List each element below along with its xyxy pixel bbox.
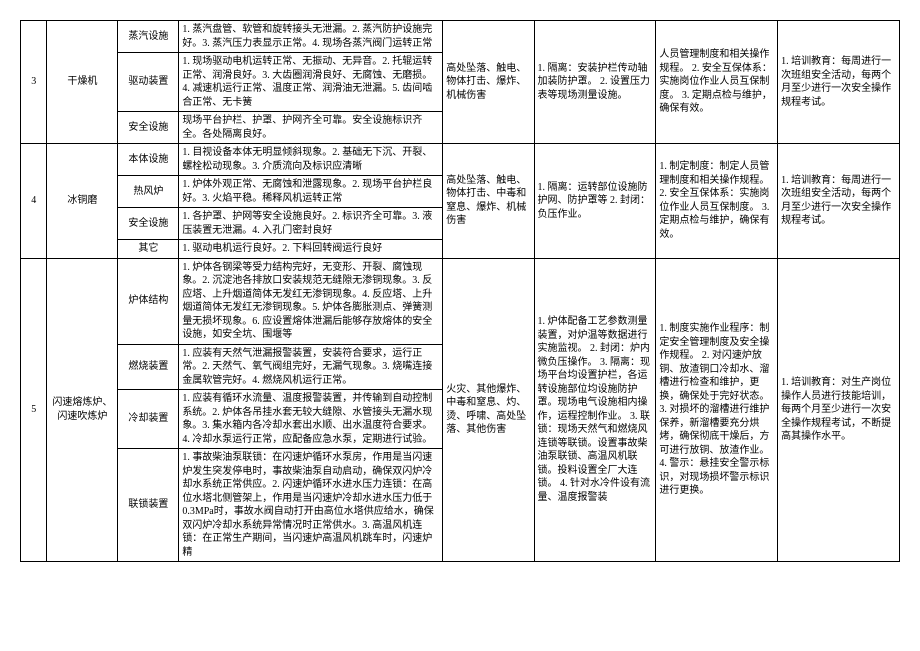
idx-cell: 4 [21, 144, 47, 259]
idx-cell: 5 [21, 258, 47, 562]
sub-cell: 燃烧装置 [118, 344, 179, 390]
measure-cell: 1. 隔离：运转部位设施防护网、防护罩等 2. 封闭：负压作业。 [534, 144, 656, 259]
table-row: 4 冰铜磨 本体设施 1. 目视设备本体无明显倾斜现象。2. 基础无下沉、开裂、… [21, 144, 900, 176]
sub-cell: 联锁装置 [118, 449, 179, 562]
edu-cell: 1. 培训教育：每周进行一次班组安全活动，每两个月至少进行一次安全操作规程考试。 [778, 21, 900, 144]
detail-cell: 1. 应装有天然气泄漏报警装置，安装符合要求，运行正常。2. 天然气、氧气阀组完… [179, 344, 443, 390]
sub-cell: 安全设施 [118, 208, 179, 240]
table-row: 3 干燥机 蒸汽设施 1. 蒸汽盘管、软管和旋转接头无泄漏。2. 蒸汽防护设施完… [21, 21, 900, 53]
equipment-cell: 干燥机 [47, 21, 118, 144]
sub-cell: 冷却装置 [118, 390, 179, 449]
edu-cell: 1. 培训教育：对生产岗位操作人员进行技能培训，每两个月至少进行一次安全操作规程… [778, 258, 900, 562]
detail-cell: 现场平台护栏、护罩、护网齐全可靠。安全设施标识齐全。各处隔离良好。 [179, 112, 443, 144]
hazard-cell: 火灾、其他爆炸、中毒和窒息、灼、烫、呼啸、高处坠落、其他伤害 [443, 258, 534, 562]
equipment-cell: 冰铜磨 [47, 144, 118, 259]
detail-cell: 1. 炉体各钢梁等受力结构完好，无变形、开裂、腐蚀现象。2. 沉淀池各排放口安装… [179, 258, 443, 344]
safety-table: 3 干燥机 蒸汽设施 1. 蒸汽盘管、软管和旋转接头无泄漏。2. 蒸汽防护设施完… [20, 20, 900, 562]
system-cell: 1. 制度实施作业程序：制定安全管理制度及安全操作规程。 2. 对闪速炉放铜、放… [656, 258, 778, 562]
detail-cell: 1. 驱动电机运行良好。2. 下料回转阀运行良好 [179, 240, 443, 259]
equipment-cell: 闪速熔炼炉、闪速吹炼炉 [47, 258, 118, 562]
sub-cell: 驱动装置 [118, 53, 179, 112]
system-cell: 1. 制定制度：制定人员管理制度和相关操作规程。 2. 安全互保体系：实施岗位作… [656, 144, 778, 259]
detail-cell: 1. 应装有循环水流量、温度报警装置，并传输到自动控制系统。2. 炉体各吊挂水套… [179, 390, 443, 449]
detail-cell: 1. 蒸汽盘管、软管和旋转接头无泄漏。2. 蒸汽防护设施完好。3. 蒸汽压力表显… [179, 21, 443, 53]
measure-cell: 1. 隔离：安装护栏传动轴加装防护罩。 2. 设置压力表等现场测量设施。 [534, 21, 656, 144]
table-row: 5 闪速熔炼炉、闪速吹炼炉 炉体结构 1. 炉体各钢梁等受力结构完好，无变形、开… [21, 258, 900, 344]
sub-cell: 蒸汽设施 [118, 21, 179, 53]
detail-cell: 1. 事故柴油泵联锁：在闪速炉循环水泵房，作用是当闪速炉发生突发停电时，事故柴油… [179, 449, 443, 562]
sub-cell: 安全设施 [118, 112, 179, 144]
detail-cell: 1. 目视设备本体无明显倾斜现象。2. 基础无下沉、开裂、螺栓松动现象。3. 介… [179, 144, 443, 176]
system-cell: 人员管理制度和相关操作规程。 2. 安全互保体系：实施岗位作业人员互保制度。 3… [656, 21, 778, 144]
hazard-cell: 高处坠落、触电、物体打击、爆炸、机械伤害 [443, 21, 534, 144]
sub-cell: 其它 [118, 240, 179, 259]
edu-cell: 1. 培训教育：每周进行一次班组安全活动，每两个月至少进行一次安全操作规程考试。 [778, 144, 900, 259]
idx-cell: 3 [21, 21, 47, 144]
detail-cell: 1. 现场驱动电机运转正常、无振动、无异音。2. 托辊运转正常、润滑良好。3. … [179, 53, 443, 112]
hazard-cell: 高处坠落、触电、物体打击、中毒和窒息、爆炸、机械伤害 [443, 144, 534, 259]
detail-cell: 1. 炉体外观正常、无腐蚀和泄露现象。2. 现场平台护栏良好。3. 火焰平稳。稀… [179, 176, 443, 208]
sub-cell: 炉体结构 [118, 258, 179, 344]
detail-cell: 1. 各护罩、护网等安全设施良好。2. 标识齐全可靠。3. 液压装置无泄漏。4.… [179, 208, 443, 240]
sub-cell: 热风炉 [118, 176, 179, 208]
sub-cell: 本体设施 [118, 144, 179, 176]
measure-cell: 1. 炉体配备工艺参数测量装置，对炉温等数据进行实施监视。 2. 封闭：炉内微负… [534, 258, 656, 562]
